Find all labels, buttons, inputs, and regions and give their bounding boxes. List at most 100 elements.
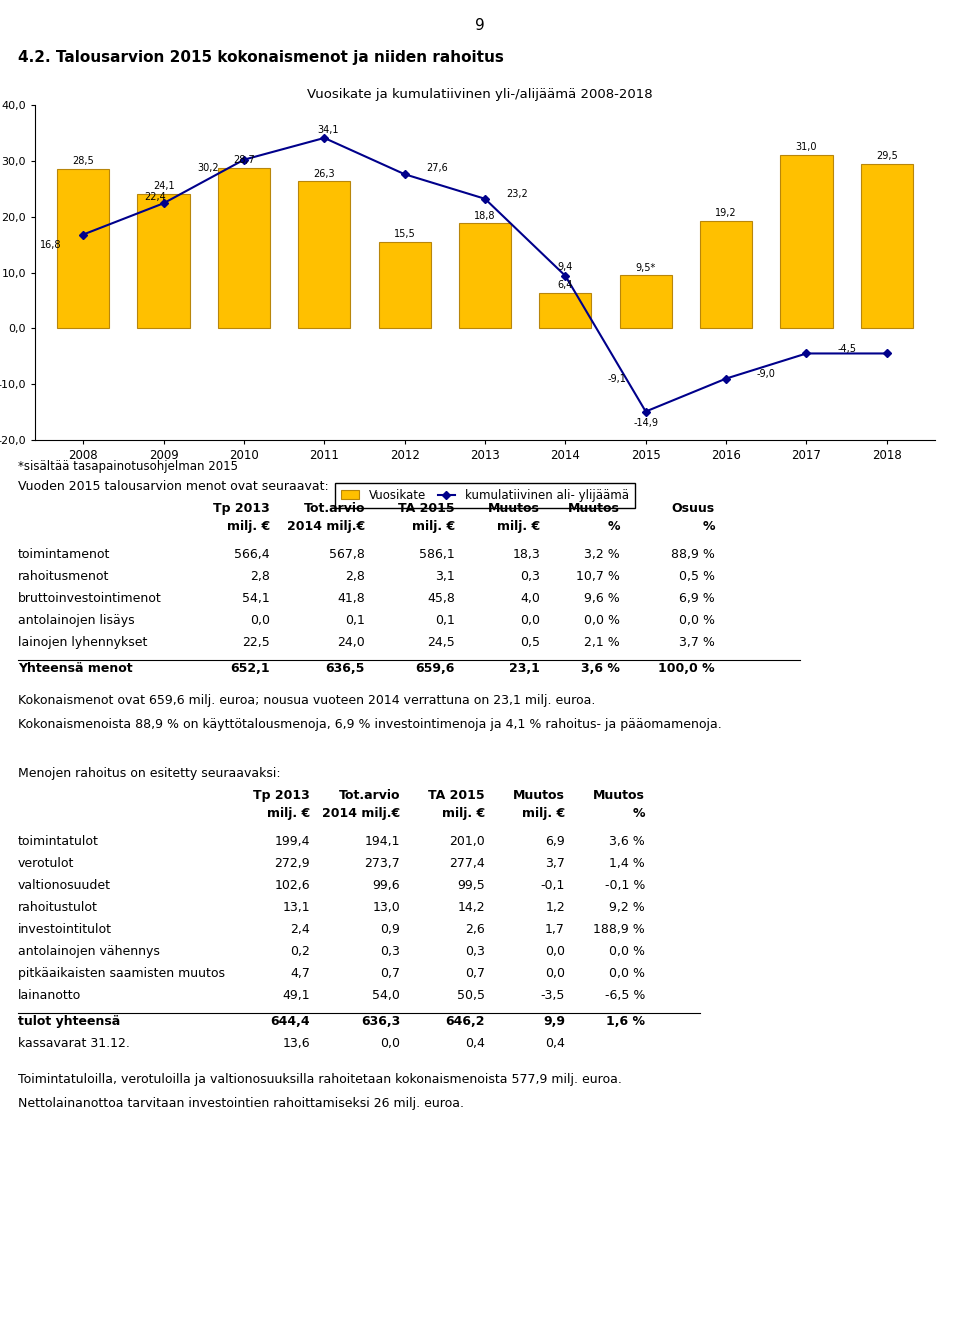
Text: Vuosikate ja kumulatiivinen yli-/alijäämä 2008-2018: Vuosikate ja kumulatiivinen yli-/alijääm… xyxy=(307,88,653,102)
Text: Muutos: Muutos xyxy=(488,501,540,515)
Text: 0,3: 0,3 xyxy=(466,945,485,959)
Text: 646,2: 646,2 xyxy=(445,1015,485,1028)
Text: 34,1: 34,1 xyxy=(318,124,339,135)
Text: milj. €: milj. € xyxy=(267,808,310,820)
Text: lainanotto: lainanotto xyxy=(18,989,82,1001)
Text: Kokonaismenot ovat 659,6 milj. euroa; nousua vuoteen 2014 verrattuna on 23,1 mil: Kokonaismenot ovat 659,6 milj. euroa; no… xyxy=(18,694,595,707)
Text: 3,7 %: 3,7 % xyxy=(679,636,715,648)
Text: 9,4: 9,4 xyxy=(558,262,573,273)
Text: 0,1: 0,1 xyxy=(435,614,455,627)
Bar xyxy=(299,182,350,329)
Text: 10,7 %: 10,7 % xyxy=(576,570,620,583)
Bar xyxy=(861,163,913,329)
Text: 23,2: 23,2 xyxy=(506,190,528,199)
Text: Muutos: Muutos xyxy=(568,501,620,515)
Text: 2014 milj.€: 2014 milj.€ xyxy=(287,520,365,533)
Text: Vuoden 2015 talousarvion menot ovat seuraavat:: Vuoden 2015 talousarvion menot ovat seur… xyxy=(18,480,328,493)
Text: *sisältää tasapainotusohjelman 2015: *sisältää tasapainotusohjelman 2015 xyxy=(18,460,238,473)
Text: 9,2 %: 9,2 % xyxy=(610,901,645,915)
Text: milj. €: milj. € xyxy=(227,520,270,533)
Text: 273,7: 273,7 xyxy=(364,857,400,870)
Text: 15,5: 15,5 xyxy=(394,229,416,239)
Text: Tot.arvio: Tot.arvio xyxy=(303,501,365,515)
Text: 14,2: 14,2 xyxy=(457,901,485,915)
Bar xyxy=(459,223,511,329)
Text: valtionosuudet: valtionosuudet xyxy=(18,878,111,892)
Text: tulot yhteensä: tulot yhteensä xyxy=(18,1015,120,1028)
Text: 100,0 %: 100,0 % xyxy=(659,662,715,675)
Text: rahoitustulot: rahoitustulot xyxy=(18,901,98,915)
Text: 0,0: 0,0 xyxy=(250,614,270,627)
Text: 6,4: 6,4 xyxy=(558,279,573,290)
Text: 586,1: 586,1 xyxy=(420,548,455,562)
Text: 2014 milj.€: 2014 milj.€ xyxy=(322,808,400,820)
Text: 24,0: 24,0 xyxy=(337,636,365,648)
Text: 0,0 %: 0,0 % xyxy=(609,967,645,980)
Text: 54,0: 54,0 xyxy=(372,989,400,1001)
Text: 30,2: 30,2 xyxy=(197,163,219,172)
Text: 0,0: 0,0 xyxy=(380,1038,400,1050)
Text: 2,4: 2,4 xyxy=(290,923,310,936)
Text: 9,5*: 9,5* xyxy=(636,262,656,273)
Text: 1,2: 1,2 xyxy=(545,901,565,915)
Text: 272,9: 272,9 xyxy=(275,857,310,870)
Text: 2,1 %: 2,1 % xyxy=(585,636,620,648)
Text: 28,5: 28,5 xyxy=(72,156,94,166)
Text: TA 2015: TA 2015 xyxy=(428,789,485,802)
Text: 24,5: 24,5 xyxy=(427,636,455,648)
Text: 636,5: 636,5 xyxy=(325,662,365,675)
Text: 199,4: 199,4 xyxy=(275,836,310,848)
Text: 9: 9 xyxy=(475,17,485,33)
Text: 19,2: 19,2 xyxy=(715,209,737,218)
Text: 0,0: 0,0 xyxy=(520,614,540,627)
Text: 99,5: 99,5 xyxy=(457,878,485,892)
Text: Nettolainanottoa tarvitaan investointien rahoittamiseksi 26 milj. euroa.: Nettolainanottoa tarvitaan investointien… xyxy=(18,1096,464,1110)
Bar xyxy=(540,293,591,329)
Text: Toimintatuloilla, verotuloilla ja valtionosuuksilla rahoitetaan kokonaismenoista: Toimintatuloilla, verotuloilla ja valtio… xyxy=(18,1074,622,1086)
Bar xyxy=(780,155,832,329)
Text: Kokonaismenoista 88,9 % on käyttötalousmenoja, 6,9 % investointimenoja ja 4,1 % : Kokonaismenoista 88,9 % on käyttötalousm… xyxy=(18,718,722,731)
Text: 2,8: 2,8 xyxy=(346,570,365,583)
Text: 3,6 %: 3,6 % xyxy=(610,836,645,848)
Text: 3,6 %: 3,6 % xyxy=(581,662,620,675)
Text: 18,3: 18,3 xyxy=(513,548,540,562)
Text: 0,4: 0,4 xyxy=(545,1038,565,1050)
Text: lainojen lyhennykset: lainojen lyhennykset xyxy=(18,636,148,648)
Text: -3,5: -3,5 xyxy=(540,989,565,1001)
Text: 99,6: 99,6 xyxy=(372,878,400,892)
Text: 0,7: 0,7 xyxy=(380,967,400,980)
Text: -9,0: -9,0 xyxy=(756,369,776,380)
Text: 1,6 %: 1,6 % xyxy=(606,1015,645,1028)
Text: 0,0 %: 0,0 % xyxy=(584,614,620,627)
Text: 24,1: 24,1 xyxy=(153,180,175,191)
Bar xyxy=(700,221,753,329)
Text: 29,5: 29,5 xyxy=(876,151,898,160)
Text: -4,5: -4,5 xyxy=(837,344,856,354)
Text: 0,7: 0,7 xyxy=(465,967,485,980)
Text: 0,9: 0,9 xyxy=(380,923,400,936)
Text: 9,9: 9,9 xyxy=(543,1015,565,1028)
Text: -9,1: -9,1 xyxy=(607,374,626,384)
Text: kassavarat 31.12.: kassavarat 31.12. xyxy=(18,1038,130,1050)
Text: 0,3: 0,3 xyxy=(520,570,540,583)
Text: 0,5: 0,5 xyxy=(520,636,540,648)
Text: 22,4: 22,4 xyxy=(145,191,166,202)
Text: -0,1 %: -0,1 % xyxy=(605,878,645,892)
Bar xyxy=(218,168,270,329)
Text: -0,1: -0,1 xyxy=(540,878,565,892)
Text: 0,0 %: 0,0 % xyxy=(679,614,715,627)
Text: 2,6: 2,6 xyxy=(466,923,485,936)
Text: TA 2015: TA 2015 xyxy=(398,501,455,515)
Text: 0,1: 0,1 xyxy=(346,614,365,627)
Text: 31,0: 31,0 xyxy=(796,143,817,152)
Text: 4.2. Talousarvion 2015 kokonaismenot ja niiden rahoitus: 4.2. Talousarvion 2015 kokonaismenot ja … xyxy=(18,49,504,66)
Text: 4,0: 4,0 xyxy=(520,592,540,606)
Text: 16,8: 16,8 xyxy=(40,239,61,250)
Text: 13,1: 13,1 xyxy=(282,901,310,915)
Text: 13,0: 13,0 xyxy=(372,901,400,915)
Text: milj. €: milj. € xyxy=(496,520,540,533)
Text: 277,4: 277,4 xyxy=(449,857,485,870)
Text: 4,7: 4,7 xyxy=(290,967,310,980)
Legend: Vuosikate, kumulatiivinen ali- ylijäämä: Vuosikate, kumulatiivinen ali- ylijäämä xyxy=(335,483,635,508)
Text: 54,1: 54,1 xyxy=(242,592,270,606)
